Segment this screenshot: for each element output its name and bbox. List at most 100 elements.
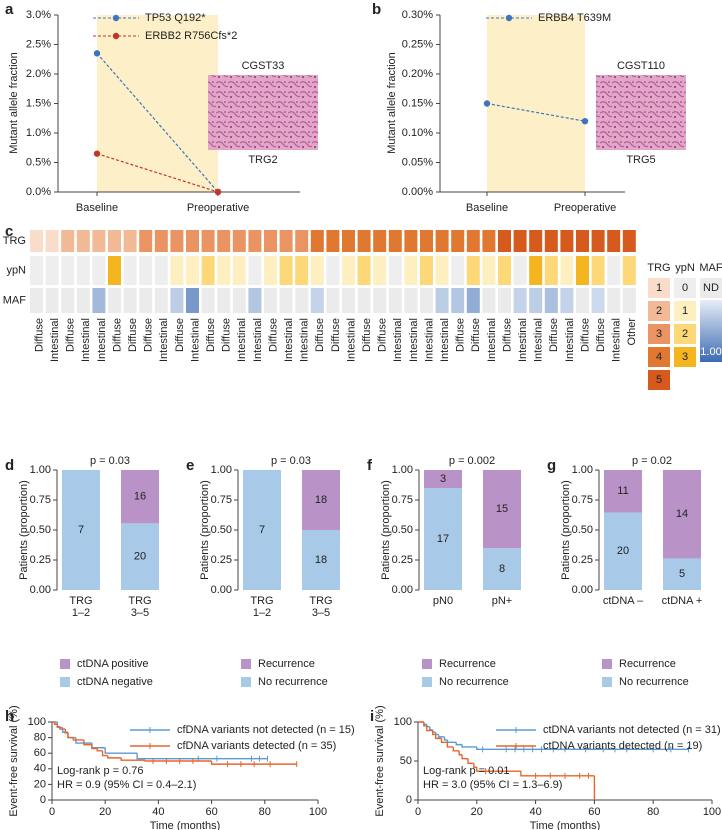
heat-cell (232, 230, 246, 252)
survival-step (144, 760, 212, 762)
bar-segment (604, 470, 642, 513)
legend-label: ctDNA positive (77, 658, 149, 670)
y-tick-label: 0.00 (30, 584, 51, 596)
heat-cell (576, 230, 589, 252)
heat-cell (435, 230, 449, 252)
column-label: Diffuse (579, 318, 591, 352)
y-tick-label: 0.30% (402, 9, 433, 21)
legend-header: TRG (647, 262, 670, 274)
survival-step (72, 737, 84, 741)
survival-step (452, 746, 460, 752)
bar-label: 11 (617, 485, 628, 497)
y-tick-label: 0.00 (572, 584, 593, 596)
bar-label: 7 (259, 524, 265, 536)
heat-cell (123, 288, 137, 313)
heat-cell (279, 288, 293, 313)
panel-letter: c (5, 223, 13, 240)
column-label: Diffuse (174, 318, 186, 352)
y-tick-label: 0.00% (402, 186, 433, 198)
column-label: Diffuse (267, 318, 279, 352)
survival-step (429, 726, 433, 731)
y-tick-label: 0.75 (572, 494, 593, 506)
panel-letter: h (5, 708, 14, 725)
bar-segment (121, 523, 159, 590)
y-tick-label: 0.75 (211, 494, 232, 506)
y-tick-label: 100 (394, 716, 412, 728)
heat-cell (622, 230, 636, 252)
y-tick-label: 0 (406, 794, 412, 806)
legend-swatch (602, 677, 612, 687)
heat-cell (622, 288, 636, 313)
y-axis-label: Patients (proportion) (18, 480, 30, 580)
heat-cell (139, 230, 153, 252)
bar-label: 15 (496, 503, 508, 515)
heat-cell (76, 256, 90, 285)
bar-label: 18 (315, 494, 327, 506)
survival-step (64, 729, 68, 734)
y-tick-label: 0.25 (572, 554, 593, 566)
heat-cell (451, 288, 465, 313)
heat-cell (591, 256, 605, 285)
x-tick-label: 60 (205, 806, 217, 818)
bar-label: 14 (676, 508, 688, 520)
column-label: Diffuse (470, 318, 482, 352)
heat-cell (139, 288, 153, 313)
column-label: Diffuse (33, 318, 45, 352)
data-point (93, 150, 101, 157)
survival-step (473, 763, 477, 768)
legend-label: 3 (656, 328, 662, 340)
survival-step (91, 743, 106, 749)
image-title: CGST33 (242, 60, 285, 72)
heat-cell (217, 256, 231, 285)
y-axis-label: Mutant allele fraction (386, 52, 398, 154)
y-tick-label: 0.50 (572, 524, 593, 536)
highlight-band (97, 15, 218, 192)
heat-cell (92, 288, 106, 313)
annotation: HR = 0.9 (95% CI = 0.4–2.1) (57, 779, 196, 791)
legend-label: Recurrence (258, 658, 315, 670)
survival-step (461, 744, 477, 748)
heat-cell (108, 230, 121, 252)
histology-image (208, 75, 318, 150)
heat-cell (544, 256, 558, 285)
heat-cell (420, 288, 433, 313)
bar-segment (424, 488, 462, 590)
survival-step (458, 750, 463, 756)
legend-swatch (648, 278, 670, 298)
legend-label: ctDNA negative (77, 676, 153, 688)
x-tick-label: Preoperative (554, 202, 616, 214)
bar-label: 8 (499, 563, 505, 575)
heat-cell (139, 256, 153, 285)
heat-cell (435, 288, 449, 313)
column-label: Intestinal (158, 318, 170, 362)
heat-cell (279, 256, 293, 285)
heat-cell (186, 256, 199, 285)
histology-image (596, 75, 686, 150)
column-label: Intestinal (439, 318, 451, 362)
heat-cell (529, 288, 543, 313)
legend-label: Recurrence (619, 658, 676, 670)
panel-letter: g (547, 457, 556, 474)
x-tick-label: 0 (415, 806, 421, 818)
heat-cell (61, 230, 75, 252)
y-tick-label: 0.25 (30, 554, 51, 566)
heat-cell (201, 256, 215, 285)
x-tick-label: 3–5 (312, 607, 330, 619)
legend-label: cfDNA variants detected (n = 35) (177, 740, 336, 752)
heat-cell (310, 256, 324, 285)
heat-cell (170, 256, 184, 285)
legend-swatch (648, 347, 670, 367)
row-label: TRG (3, 235, 26, 247)
y-tick-label: 100 (28, 716, 46, 728)
y-tick-label: 0 (40, 794, 46, 806)
heat-cell (170, 230, 184, 252)
heat-cell (498, 230, 511, 252)
legend-label: ctDNA variants not detected (n = 31) (543, 724, 721, 736)
heat-cell (154, 230, 168, 252)
bar-segment (302, 530, 340, 590)
column-label: Diffuse (143, 318, 155, 352)
data-point (483, 100, 491, 107)
heat-cell (123, 230, 137, 252)
heat-cell (45, 288, 59, 313)
